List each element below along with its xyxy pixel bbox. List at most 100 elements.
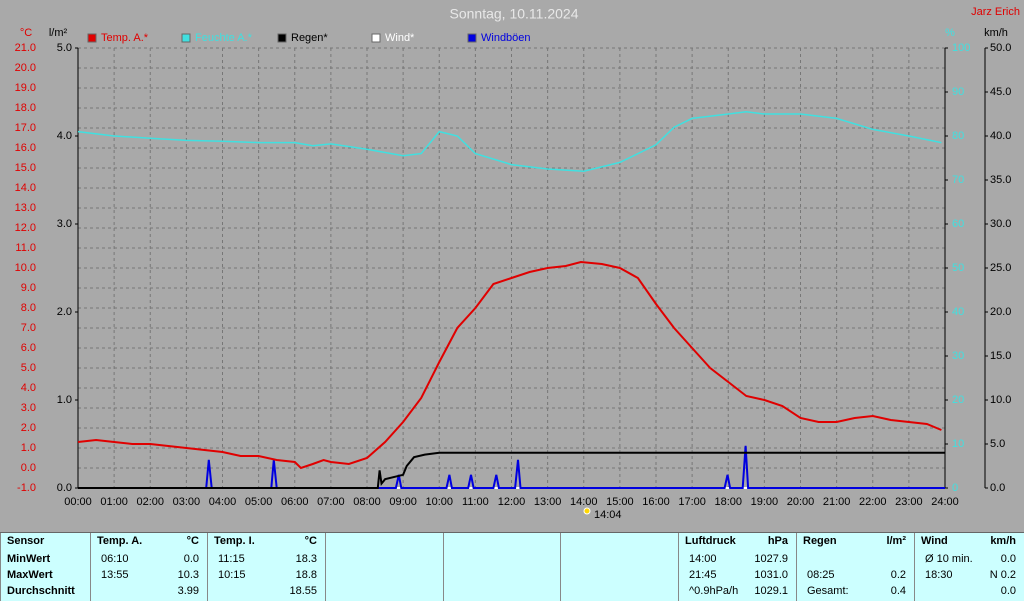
chart: Sonntag, 10.11.2024 Jarz Erich °C l/m² %… [15,6,1020,521]
panel-unit: hPa [767,535,788,547]
legend-swatch [181,33,191,43]
sun-marker: 14:04 [594,509,622,521]
legend-swatch [277,33,287,43]
legend-swatch [467,33,477,43]
row-value: 1029.1 [754,585,788,597]
y2-axis-unit: l/m² [49,27,68,39]
empty-panel [560,533,678,601]
y-tick-label: -1.0 [17,482,36,494]
y-tick-label: 5.0 [21,362,36,374]
y2-tick-label: 0.0 [57,482,72,494]
data-line [78,451,945,489]
x-tick-label: 22:00 [859,496,887,508]
panel-unit: °C [186,535,199,547]
data-line [78,445,945,489]
panel-header: Sensor [7,535,45,547]
row-time: 13:55 [101,569,129,581]
x-tick-label: 15:00 [606,496,634,508]
y4-tick-label: 35.0 [990,174,1011,186]
y-axis-unit: °C [20,27,32,39]
y2-tick-label: 1.0 [57,394,72,406]
row-time: 11:15 [218,553,245,565]
row-label: Durchschnitt [7,585,75,597]
x-tick-label: 12:00 [498,496,526,508]
panel: Wind km/h Ø 10 min. 0.0 18:30 N 0.2 0.0 [914,533,1024,601]
panel-header: Luftdruck [685,535,736,547]
y4-tick-label: 30.0 [990,218,1011,230]
y4-tick-label: 10.0 [990,394,1011,406]
row-label: MaxWert [7,569,53,581]
row-value: 0.0 [1000,553,1016,565]
row-value: 10.3 [177,569,199,581]
y-tick-label: 6.0 [21,342,36,354]
legend-label: Windböen [481,32,531,44]
y3-tick-label: 80 [952,130,964,142]
y-tick-label: 16.0 [15,142,36,154]
y-tick-label: 10.0 [15,262,36,274]
x-tick-label: 10:00 [425,496,453,508]
row-time: ^0.9hPa/h [689,585,739,597]
y4-tick-label: 5.0 [990,438,1005,450]
row-time: 14:00 [689,553,717,565]
y3-tick-label: 90 [952,86,964,98]
panel-unit: °C [304,535,317,547]
row-value: 1027.9 [754,553,788,565]
data-line [77,111,942,172]
row-label: MinWert [7,553,51,565]
y3-tick-label: 60 [952,218,964,230]
y-tick-label: 14.0 [15,182,36,194]
sun-icon [583,507,591,515]
panel: Luftdruck hPa 14:00 1027.9 21:45 1031.0 ^0.9hP… [678,533,796,601]
panel: Temp. I. °C 11:15 18.3 10:15 18.8 18.55 [207,533,325,601]
x-tick-label: 08:00 [353,496,381,508]
row-value: 0.0 [183,553,199,565]
row-value: 3.99 [177,585,199,597]
panel-unit: l/m² [886,535,906,547]
y-tick-label: 18.0 [15,102,36,114]
empty-panel [443,533,560,601]
x-tick-label: 21:00 [823,496,851,508]
legend-label: Regen* [291,32,328,44]
y4-tick-label: 25.0 [990,262,1011,274]
y-tick-label: 1.0 [21,442,36,454]
y2-tick-label: 2.0 [57,306,72,318]
y2-tick-label: 3.0 [57,218,72,230]
panel-unit: km/h [990,535,1016,547]
legend-swatch [87,33,97,43]
x-tick-label: 17:00 [678,496,706,508]
chart-title: Sonntag, 10.11.2024 [450,6,579,22]
row-time: 10:15 [218,569,246,581]
y-tick-label: 11.0 [15,242,36,254]
y-tick-label: 0.0 [21,462,36,474]
x-tick-label: 14:00 [570,496,598,508]
x-tick-label: 02:00 [136,496,164,508]
row-value: 18.55 [289,585,317,597]
y-tick-label: 19.0 [15,82,36,94]
y4-tick-label: 45.0 [990,86,1011,98]
x-tick-label: 09:00 [389,496,417,508]
y-tick-label: 13.0 [15,202,36,214]
y-tick-label: 12.0 [15,222,36,234]
x-tick-label: 13:00 [534,496,562,508]
y-tick-label: 15.0 [15,162,36,174]
x-tick-label: 23:00 [895,496,923,508]
row-time: 08:25 [807,569,835,581]
x-tick-label: 19:00 [751,496,779,508]
row-value: 18.8 [295,569,317,581]
panel-header: Wind [921,535,948,547]
legend-swatch [371,33,381,43]
y-tick-label: 17.0 [15,122,36,134]
stats-table: Sensor MinWert MaxWert Durchschnitt Temp. A.… [0,532,1024,601]
legend-label: Feuchte A.* [195,32,253,44]
empty-panel [325,533,443,601]
row-value: 18.3 [295,553,317,565]
panel-header: Temp. I. [214,535,255,547]
panel: Sensor MinWert MaxWert Durchschnitt [0,533,90,601]
y-tick-label: 9.0 [21,282,36,294]
y-tick-label: 20.0 [15,62,36,74]
author: Jarz Erich [971,6,1020,18]
y4-tick-label: 0.0 [990,482,1005,494]
y3-tick-label: 30 [952,350,964,362]
x-tick-label: 06:00 [281,496,309,508]
